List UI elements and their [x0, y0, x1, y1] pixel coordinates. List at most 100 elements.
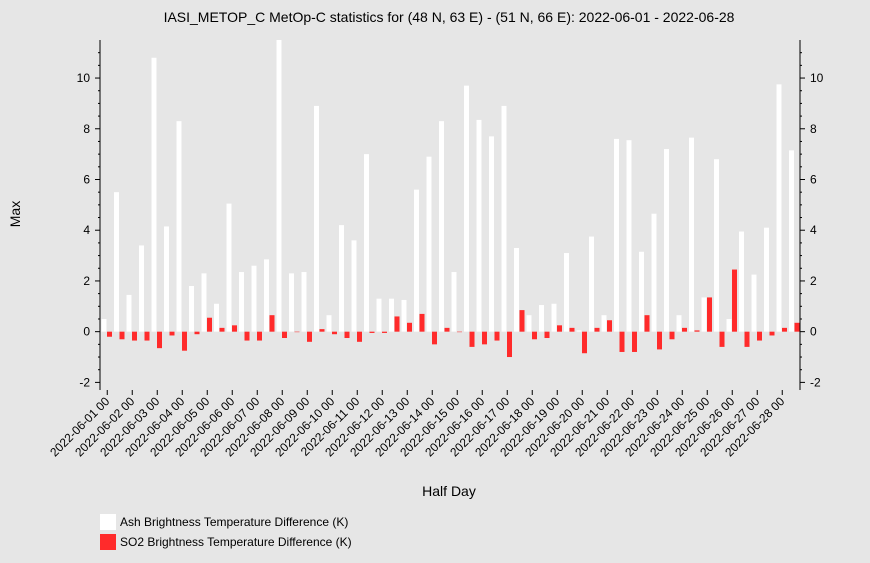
- ash-bar-17: [314, 105, 319, 332]
- ash-bar-4: [151, 57, 157, 332]
- so2-bar-37: [569, 327, 575, 332]
- so2-bar-1: [119, 331, 125, 340]
- so2-bar-33: [519, 310, 525, 332]
- ash-bar-22: [376, 298, 382, 332]
- ash-bar-53: [764, 227, 769, 332]
- so2-bar-40: [607, 320, 612, 332]
- so2-bar-8: [207, 317, 212, 332]
- so2-bar-9: [219, 327, 225, 332]
- ash-bar-44: [651, 213, 657, 332]
- so2-bar-24: [407, 322, 412, 332]
- y-ticks-group: -2 -2 0 0 2 2 4 4 6 6 8 8 10 10: [77, 52, 824, 389]
- so2-bar-21: [369, 331, 375, 333]
- ash-bar-16: [301, 272, 307, 332]
- y-tick-label-left-0: -2: [79, 375, 90, 389]
- ash-bar-50: [726, 318, 732, 332]
- so2-bar-46: [682, 327, 687, 332]
- ash-bar-37: [564, 253, 569, 332]
- so2-bar-14: [282, 331, 287, 339]
- so2-bar-47: [694, 330, 700, 332]
- so2-bar-0: [107, 331, 112, 337]
- legend-swatch-so2: [100, 534, 116, 550]
- y-tick-label-right-6: 10: [810, 71, 824, 85]
- so2-bar-26: [432, 331, 437, 345]
- so2-bar-28: [457, 331, 462, 333]
- legend-item-ash: Ash Brightness Temperature Difference (K…: [100, 512, 352, 532]
- ash-bar-10: [226, 203, 232, 332]
- y-tick-label-right-4: 6: [810, 172, 817, 186]
- so2-bar-36: [557, 325, 562, 332]
- legend-item-so2: SO2 Brightness Temperature Difference (K…: [100, 532, 352, 552]
- so2-bar-34: [532, 331, 537, 340]
- ash-bar-28: [451, 272, 457, 332]
- y-tick-label-left-6: 10: [77, 71, 91, 85]
- ash-bar-21: [364, 154, 369, 332]
- ash-bar-34: [526, 315, 532, 332]
- ash-bar-29: [464, 85, 469, 332]
- ash-bar-1: [114, 192, 119, 332]
- ash-bar-42: [626, 140, 632, 332]
- legend-swatch-ash: [100, 514, 116, 530]
- so2-bar-49: [719, 331, 725, 347]
- so2-bar-25: [419, 313, 425, 332]
- so2-bar-2: [132, 331, 137, 341]
- so2-bar-42: [632, 331, 637, 352]
- so2-bar-11: [244, 331, 250, 341]
- y-tick-label-right-3: 4: [810, 223, 817, 237]
- ash-bar-45: [664, 149, 669, 332]
- so2-bar-20: [357, 331, 362, 342]
- ash-bar-52: [751, 274, 757, 332]
- so2-bar-31: [494, 331, 500, 341]
- so2-bar-13: [269, 315, 275, 332]
- y-tick-label-right-2: 2: [810, 274, 817, 288]
- ash-bar-9: [214, 303, 219, 332]
- so2-bar-12: [257, 331, 262, 341]
- so2-bar-5: [169, 331, 175, 336]
- ash-bar-0: [101, 318, 107, 332]
- so2-bar-6: [182, 331, 187, 351]
- legend: Ash Brightness Temperature Difference (K…: [100, 512, 352, 552]
- so2-bar-19: [344, 331, 350, 339]
- so2-bar-45: [669, 331, 675, 340]
- so2-bar-43: [644, 315, 650, 332]
- ash-bar-39: [589, 236, 594, 332]
- ash-bar-11: [239, 272, 244, 332]
- y-tick-label-left-5: 8: [83, 122, 90, 136]
- y-axis-label: Max: [7, 201, 23, 227]
- ash-bar-51: [739, 231, 744, 332]
- ash-bar-14: [276, 40, 282, 332]
- so2-bar-48: [707, 297, 712, 332]
- ash-bar-48: [701, 297, 707, 332]
- so2-bar-15: [294, 331, 300, 333]
- so2-bar-22: [382, 331, 387, 333]
- ash-bar-26: [426, 156, 432, 332]
- ash-bar-38: [576, 330, 582, 332]
- ash-bar-43: [639, 251, 644, 332]
- so2-bar-35: [544, 331, 550, 339]
- so2-bar-23: [394, 316, 400, 332]
- ash-bar-12: [251, 265, 257, 332]
- so2-bar-51: [744, 331, 750, 347]
- ash-bar-41: [614, 138, 619, 332]
- ash-bar-23: [389, 298, 394, 332]
- ash-bar-35: [539, 305, 544, 332]
- ash-bar-8: [201, 273, 207, 332]
- so2-bar-7: [194, 331, 200, 335]
- so2-bar-52: [757, 331, 762, 341]
- so2-bar-17: [319, 329, 325, 332]
- ash-bar-36: [551, 303, 557, 332]
- ash-bar-7: [189, 286, 194, 332]
- so2-bar-44: [657, 331, 662, 350]
- y-tick-label-right-5: 8: [810, 122, 817, 136]
- ash-bar-30: [476, 119, 482, 332]
- x-axis-label: Half Day: [422, 483, 476, 499]
- ash-bar-49: [714, 159, 719, 332]
- so2-bar-30: [482, 331, 487, 345]
- legend-label-ash: Ash Brightness Temperature Difference (K…: [120, 515, 349, 529]
- bars-group: [101, 40, 800, 358]
- y-tick-label-left-3: 4: [83, 223, 90, 237]
- legend-label-so2: SO2 Brightness Temperature Difference (K…: [120, 535, 352, 549]
- ash-bar-32: [501, 105, 507, 332]
- y-tick-label-left-1: 0: [83, 325, 90, 339]
